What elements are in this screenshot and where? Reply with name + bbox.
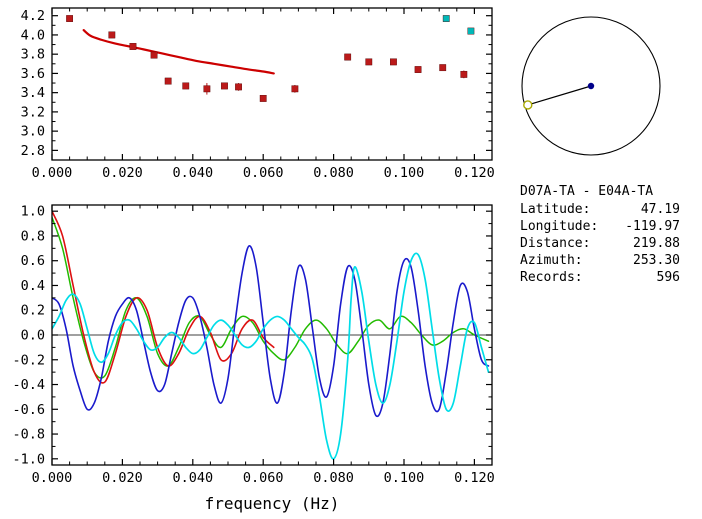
- info-row-distance: Distance: 219.88: [520, 235, 680, 252]
- axis-ticks: [51, 8, 493, 161]
- info-row-azimuth: Azimuth: 253.30: [520, 252, 680, 269]
- svg-text:0.4: 0.4: [21, 278, 45, 294]
- svg-text:-1.0: -1.0: [12, 451, 45, 467]
- svg-text:0.100: 0.100: [384, 470, 425, 486]
- info-row-records: Records: 596: [520, 269, 680, 286]
- series-red-trace: [52, 210, 275, 384]
- info-value-distance: 219.88: [633, 236, 680, 251]
- info-label-longitude: Longitude:: [520, 219, 599, 234]
- svg-text:0.100: 0.100: [384, 165, 425, 181]
- station-pair-details: Latitude: 47.19 Longitude: -119.97 Distance:…: [520, 201, 680, 286]
- svg-text:0.020: 0.020: [102, 165, 143, 181]
- svg-text:0.040: 0.040: [172, 470, 213, 486]
- info-row-latitude: Latitude: 47.19: [520, 201, 680, 218]
- station-pair-title: D07A-TA - E04A-TA: [520, 184, 654, 199]
- x-axis-label: frequency (Hz): [205, 494, 340, 513]
- svg-text:3.4: 3.4: [21, 85, 45, 101]
- info-value-azimuth: 253.30: [633, 253, 680, 268]
- series-high-frequency-points: [442, 15, 475, 35]
- info-row-longitude: Longitude: -119.97: [520, 218, 680, 235]
- reference-station-marker: [587, 82, 595, 90]
- series-layer: [52, 210, 490, 460]
- svg-text:3.8: 3.8: [21, 47, 45, 63]
- azimuth-line: [527, 85, 592, 106]
- svg-text:0.120: 0.120: [454, 165, 495, 181]
- series-cyan-trace: [52, 252, 490, 460]
- plot-border: [51, 7, 493, 161]
- svg-text:3.6: 3.6: [21, 66, 45, 82]
- series-measured-dispersion: [66, 15, 468, 102]
- svg-text:4.2: 4.2: [21, 8, 45, 24]
- azimuth-circle: [521, 16, 661, 156]
- info-value-longitude: -119.97: [625, 219, 680, 234]
- svg-text:2.8: 2.8: [21, 143, 45, 159]
- info-label-azimuth: Azimuth:: [520, 253, 583, 268]
- series-blue-trace: [52, 245, 490, 418]
- info-value-latitude: 47.19: [640, 202, 680, 217]
- svg-text:-0.4: -0.4: [12, 377, 45, 393]
- svg-text:0.000: 0.000: [32, 470, 73, 486]
- svg-text:4.0: 4.0: [21, 27, 45, 43]
- svg-text:0.0: 0.0: [21, 328, 45, 344]
- azimuth-diagram: [521, 16, 661, 156]
- svg-text:0.080: 0.080: [313, 165, 354, 181]
- series-model-dispersion-curve: [82, 29, 275, 75]
- svg-text:3.0: 3.0: [21, 124, 45, 140]
- svg-text:0.060: 0.060: [243, 165, 284, 181]
- axis-tick-labels: 0.000 0.020 0.040 0.060 0.080 0.100 0.120 2.8 3.…: [21, 8, 495, 181]
- svg-text:0.060: 0.060: [243, 470, 284, 486]
- remote-station-marker: [523, 100, 533, 110]
- svg-text:0.000: 0.000: [32, 165, 73, 181]
- info-label-distance: Distance:: [520, 236, 591, 251]
- svg-text:-0.2: -0.2: [12, 352, 45, 368]
- correlation-spectrum-chart: 0.000 0.020 0.040 0.060 0.080 0.100 0.120 1.0 0.…: [12, 204, 494, 513]
- svg-text:0.020: 0.020: [102, 470, 143, 486]
- svg-text:0.120: 0.120: [454, 470, 495, 486]
- axis-ticks: [51, 205, 493, 465]
- dispersion-velocity-chart: 0.000 0.020 0.040 0.060 0.080 0.100 0.120 2.8 3.…: [21, 7, 495, 181]
- svg-text:1.0: 1.0: [21, 204, 45, 220]
- svg-text:3.2: 3.2: [21, 104, 45, 120]
- svg-text:0.2: 0.2: [21, 303, 45, 319]
- svg-text:-0.8: -0.8: [12, 427, 45, 443]
- info-label-latitude: Latitude:: [520, 202, 591, 217]
- svg-text:-0.6: -0.6: [12, 402, 45, 418]
- station-pair-info: D07A-TA - E04A-TA Latitude: 47.19 Longitud…: [520, 183, 680, 286]
- info-value-records: 596: [656, 270, 680, 285]
- svg-text:0.8: 0.8: [21, 228, 45, 244]
- svg-text:0.6: 0.6: [21, 253, 45, 269]
- svg-text:0.040: 0.040: [172, 165, 213, 181]
- svg-text:0.080: 0.080: [313, 470, 354, 486]
- series-layer: [66, 15, 475, 102]
- axis-tick-labels: 0.000 0.020 0.040 0.060 0.080 0.100 0.120 1.0 0.…: [12, 204, 494, 486]
- series-green-trace: [52, 216, 490, 379]
- info-label-records: Records:: [520, 270, 583, 285]
